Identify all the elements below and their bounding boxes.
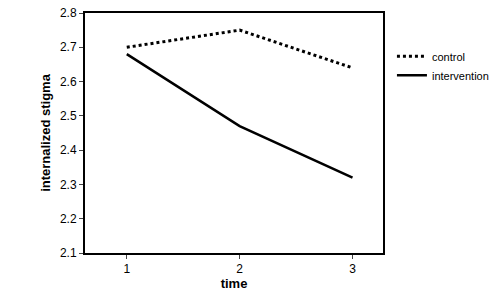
svg-text:1: 1 <box>123 262 130 276</box>
svg-text:2: 2 <box>236 262 243 276</box>
svg-text:2.7: 2.7 <box>60 40 77 54</box>
svg-text:intervention: intervention <box>432 70 489 82</box>
svg-text:3: 3 <box>349 262 356 276</box>
svg-text:internalized stigma: internalized stigma <box>38 73 53 192</box>
svg-text:control: control <box>432 51 465 63</box>
svg-text:time: time <box>221 276 248 291</box>
svg-text:2.5: 2.5 <box>60 109 77 123</box>
svg-text:2.4: 2.4 <box>60 143 77 157</box>
svg-text:2.8: 2.8 <box>60 6 77 20</box>
svg-text:2.3: 2.3 <box>60 178 77 192</box>
svg-text:2.1: 2.1 <box>60 246 77 260</box>
svg-text:2.2: 2.2 <box>60 212 77 226</box>
svg-text:2.6: 2.6 <box>60 75 77 89</box>
